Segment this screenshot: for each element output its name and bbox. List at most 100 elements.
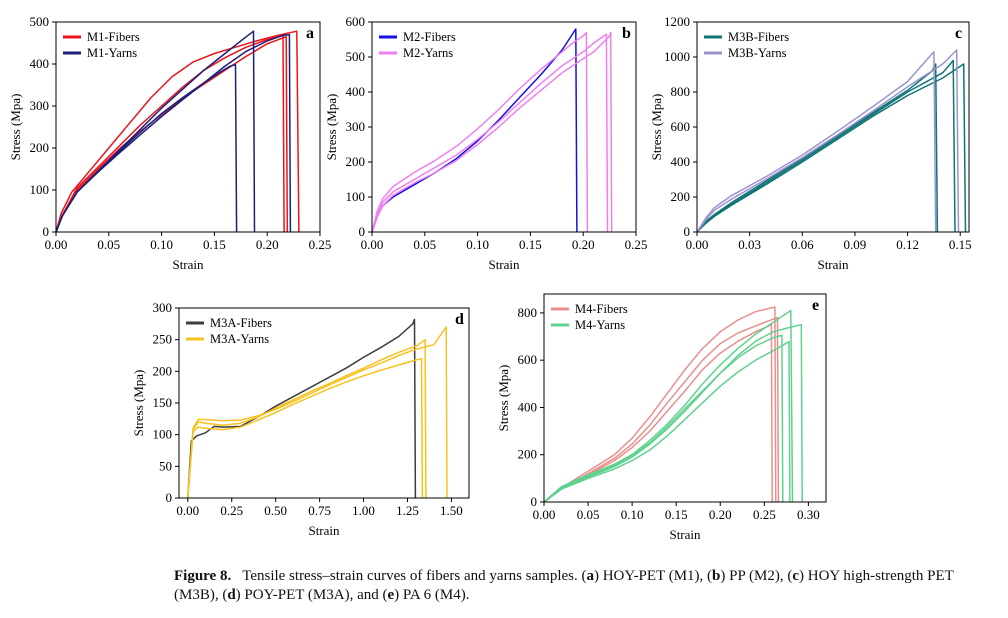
series-line-e-2 [543, 323, 773, 503]
x-tick-label-c-2: 0.06 [791, 237, 814, 252]
y-tick-label-d-2: 100 [153, 427, 173, 442]
panel-letter-b: b [622, 25, 631, 42]
series-line-d-0 [187, 318, 417, 499]
y-tick-label-b-2: 200 [346, 154, 366, 169]
series-line-e-6 [543, 334, 784, 503]
x-axis-label-e: Strain [669, 527, 701, 542]
y-tick-label-e-4: 800 [518, 305, 538, 320]
plot-frame-a [55, 21, 321, 233]
y-tick-label-d-5: 250 [153, 332, 173, 347]
x-tick-label-a-0: 0.00 [45, 237, 68, 252]
x-tick-label-c-1: 0.03 [738, 237, 761, 252]
legend-label-c-1: M3B-Yarns [728, 46, 787, 60]
x-tick-label-b-3: 0.15 [519, 237, 542, 252]
series-line-b-3 [371, 31, 613, 233]
x-tick-label-b-1: 0.05 [413, 237, 436, 252]
series-line-e-3 [543, 309, 794, 503]
y-tick-label-d-6: 300 [153, 300, 173, 315]
y-tick-label-e-1: 200 [518, 447, 538, 462]
panel-d: 0.00 0.25 0.50 0.75 1.00 1.25 1.50 0 50 100 150 200… [131, 300, 470, 538]
legend-label-a-0: M1-Fibers [87, 30, 140, 44]
y-tick-label-d-4: 200 [153, 363, 173, 378]
series-line-a-4 [55, 64, 238, 233]
y-tick-label-b-5: 500 [346, 49, 366, 64]
series-line-a-3 [55, 30, 256, 233]
x-axis-label-b: Strain [488, 257, 520, 272]
series-line-c-2 [696, 63, 967, 233]
x-tick-label-d-5: 1.25 [396, 503, 419, 518]
legend-label-a-1: M1-Yarns [87, 46, 137, 60]
y-tick-label-d-0: 0 [166, 490, 173, 505]
x-tick-label-b-5: 0.25 [625, 237, 648, 252]
caption-label: Figure 8. [174, 568, 232, 584]
series-line-b-1 [371, 31, 589, 233]
plot-frame-e [543, 293, 827, 503]
legend-label-b-1: M2-Yarns [403, 46, 453, 60]
legend-label-e-0: M4-Fibers [575, 302, 628, 316]
x-tick-label-b-4: 0.20 [572, 237, 595, 252]
y-tick-label-c-5: 1000 [664, 49, 690, 64]
panel-letter-d: d [455, 311, 464, 328]
y-tick-label-c-4: 800 [671, 84, 691, 99]
series-line-c-4 [696, 49, 960, 233]
y-axis-label-a: Stress (Mpa) [8, 94, 23, 161]
y-tick-label-c-2: 400 [671, 154, 691, 169]
x-tick-label-d-1: 0.25 [220, 503, 243, 518]
series-line-e-0 [543, 306, 777, 503]
x-tick-label-a-5: 0.25 [309, 237, 332, 252]
panel-a: 0.00 0.05 0.10 0.15 0.20 0.25 0 100 200 300 400 500… [8, 14, 331, 272]
x-tick-label-c-4: 0.12 [896, 237, 919, 252]
series-line-a-2 [55, 35, 289, 233]
series-line-e-1 [543, 316, 780, 503]
caption-letter-e: e [387, 587, 395, 603]
series-line-e-5 [543, 340, 791, 503]
caption-text-10: ) PA 6 (M4). [394, 587, 470, 603]
y-tick-label-a-2: 200 [30, 140, 50, 155]
panel-b: 0.00 0.05 0.10 0.15 0.20 0.25 0 100 200 300 400 500… [324, 14, 647, 272]
y-tick-label-a-3: 300 [30, 98, 50, 113]
panel-letter-e: e [812, 297, 819, 314]
x-tick-label-c-5: 0.15 [949, 237, 972, 252]
series-line-d-1 [187, 326, 448, 499]
y-axis-label-c: Stress (Mpa) [649, 94, 664, 161]
caption-letter-d: d [227, 587, 236, 603]
series-line-a-0 [55, 30, 300, 233]
caption-letter-b: b [712, 568, 721, 584]
y-tick-label-b-1: 100 [346, 189, 366, 204]
y-tick-label-d-3: 150 [153, 395, 173, 410]
series-line-a-1 [55, 34, 285, 233]
x-tick-label-e-2: 0.10 [621, 507, 644, 522]
y-tick-label-c-1: 200 [671, 189, 691, 204]
series-line-e-4 [543, 323, 803, 503]
y-tick-label-d-1: 50 [159, 458, 172, 473]
x-tick-label-e-3: 0.15 [665, 507, 688, 522]
series-line-b-2 [371, 33, 609, 233]
y-tick-label-e-3: 600 [518, 352, 538, 367]
caption-text-6: ) HOY high-strength PET (M3B), ( [174, 568, 954, 603]
x-tick-label-a-4: 0.20 [256, 237, 279, 252]
y-tick-label-b-0: 0 [359, 224, 366, 239]
figure-caption: Figure 8. Tensile stress–strain curves o… [174, 567, 974, 605]
x-tick-label-a-3: 0.15 [203, 237, 226, 252]
x-tick-label-a-2: 0.10 [150, 237, 173, 252]
y-axis-label-b: Stress (Mpa) [324, 94, 339, 161]
x-tick-label-b-2: 0.10 [466, 237, 489, 252]
y-tick-label-c-0: 0 [684, 224, 691, 239]
caption-letter-c: c [792, 568, 799, 584]
legend-label-d-1: M3A-Yarns [210, 332, 269, 346]
series-line-c-3 [696, 51, 937, 233]
x-tick-label-b-0: 0.00 [361, 237, 384, 252]
caption-text-2: ) HOY-PET (M1), ( [593, 568, 713, 584]
x-tick-label-e-5: 0.25 [753, 507, 776, 522]
panel-e: 0.00 0.05 0.10 0.15 0.20 0.25 0.30 0 200 400 600 80… [496, 293, 827, 542]
x-tick-label-d-2: 0.50 [264, 503, 287, 518]
caption-text-0: Tensile stress–strain curves of fibers a… [242, 568, 587, 584]
x-tick-label-d-4: 1.00 [352, 503, 375, 518]
series-line-d-2 [187, 338, 427, 499]
y-tick-label-b-3: 300 [346, 119, 366, 134]
panel-letter-c: c [955, 25, 962, 42]
x-tick-label-d-6: 1.50 [440, 503, 463, 518]
y-tick-label-a-5: 500 [30, 14, 50, 29]
x-tick-label-e-1: 0.05 [577, 507, 600, 522]
